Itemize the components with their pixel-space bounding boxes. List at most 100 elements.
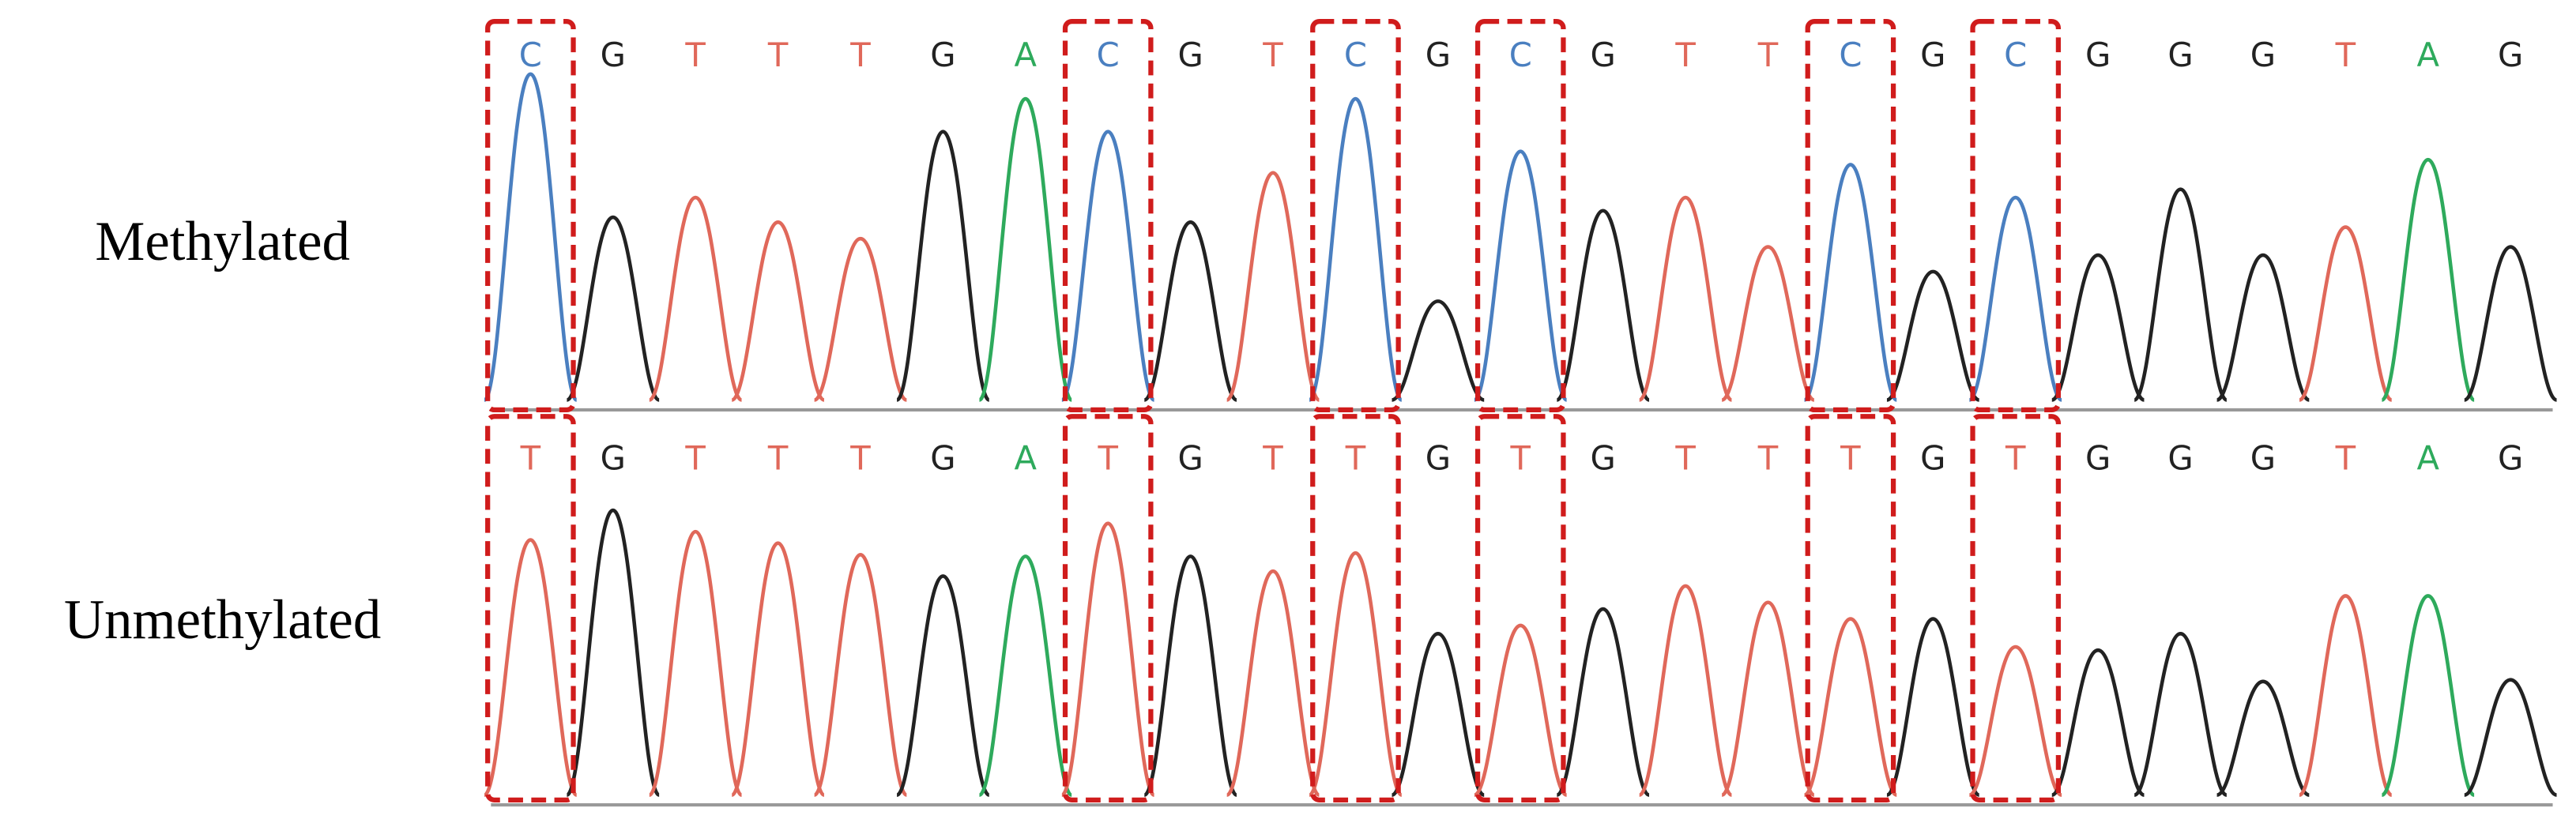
- peak: [1060, 521, 1156, 797]
- highlight-box: [1310, 18, 1401, 413]
- base-letter: G: [930, 439, 955, 478]
- base-letter: G: [2498, 439, 2523, 478]
- peak: [730, 541, 826, 797]
- peak: [1721, 245, 1815, 402]
- peak: [895, 574, 991, 797]
- base-letter: G: [1920, 439, 1945, 478]
- peak: [1143, 554, 1238, 797]
- peak: [978, 554, 1073, 797]
- highlight-box: [1970, 18, 2062, 413]
- peak: [1143, 220, 1238, 402]
- base-letter: T: [2335, 439, 2356, 478]
- peak: [2216, 253, 2310, 402]
- base-letter: C: [1344, 36, 1367, 74]
- peak: [1803, 163, 1898, 402]
- peak: [1391, 632, 1486, 797]
- peak: [1556, 209, 1651, 402]
- highlight-box: [1474, 18, 1566, 413]
- highlight-box: [1805, 414, 1896, 802]
- base-letter: T: [520, 439, 541, 478]
- base-letter: C: [1509, 36, 1532, 74]
- base-letter: T: [1757, 36, 1779, 74]
- base-letter: C: [2004, 36, 2027, 74]
- track-label: Unmethylated: [64, 589, 381, 651]
- peak: [2216, 679, 2310, 797]
- peak: [2298, 225, 2393, 402]
- base-letter: T: [767, 439, 789, 478]
- peak: [1060, 130, 1156, 402]
- base-letter: A: [1015, 36, 1038, 74]
- base-letter: T: [849, 439, 871, 478]
- base-letter: G: [1591, 36, 1616, 74]
- base-letter: T: [1345, 439, 1366, 478]
- base-letter: T: [767, 36, 789, 74]
- base-letter: G: [2167, 439, 2193, 478]
- base-letter: T: [849, 36, 871, 74]
- peak: [1885, 269, 1980, 402]
- peak: [2463, 678, 2558, 797]
- base-letter: A: [1015, 439, 1038, 478]
- peak: [813, 236, 908, 402]
- base-letter: T: [684, 36, 706, 74]
- base-letter: G: [2085, 36, 2111, 74]
- peak: [1226, 171, 1320, 402]
- peak: [1307, 96, 1404, 402]
- base-letter: G: [930, 36, 955, 74]
- base-letter: T: [1757, 439, 1779, 478]
- base-letter: G: [2250, 439, 2276, 478]
- base-letter: T: [2005, 439, 2026, 478]
- highlight-box: [485, 414, 576, 802]
- peak: [1968, 644, 2063, 797]
- base-letter: C: [519, 36, 542, 74]
- highlight-box: [1474, 414, 1566, 802]
- base-letter: G: [1425, 36, 1451, 74]
- peak: [566, 215, 661, 402]
- base-letter: T: [1262, 36, 1283, 74]
- peak: [2463, 245, 2558, 402]
- peak: [1803, 617, 1898, 797]
- highlight-box: [1062, 414, 1154, 802]
- base-letter: T: [1674, 439, 1696, 478]
- base-letter: G: [2498, 36, 2523, 74]
- base-letter: G: [2250, 36, 2276, 74]
- base-letter: G: [1591, 439, 1616, 478]
- peak: [2051, 648, 2145, 797]
- base-letter: T: [2335, 36, 2356, 74]
- peak: [1968, 195, 2063, 402]
- peak: [482, 538, 578, 797]
- track-label: Methylated: [95, 211, 350, 272]
- base-letter: T: [1510, 439, 1531, 478]
- base-letter: G: [1177, 36, 1203, 74]
- peak: [647, 529, 744, 797]
- base-letter: G: [601, 439, 626, 478]
- peak: [977, 96, 1074, 402]
- peak: [1307, 551, 1404, 797]
- base-letter: A: [2416, 36, 2439, 74]
- base-letter: T: [1262, 439, 1283, 478]
- peak: [1638, 195, 1733, 402]
- peak: [2381, 157, 2476, 402]
- highlight-box: [1310, 414, 1401, 802]
- highlight-box: [1805, 18, 1896, 413]
- base-letter: G: [1425, 439, 1451, 478]
- peak: [2133, 632, 2228, 797]
- base-letter: T: [1674, 36, 1696, 74]
- peak: [731, 220, 826, 402]
- peak: [2381, 594, 2476, 797]
- peak: [1720, 600, 1816, 797]
- peak: [1885, 617, 1980, 797]
- peak: [1638, 584, 1733, 797]
- base-letter: G: [1177, 439, 1203, 478]
- base-letter: C: [1839, 36, 1862, 74]
- base-letter: A: [2416, 439, 2439, 478]
- base-letter: C: [1097, 36, 1120, 74]
- highlight-box: [1970, 414, 2062, 802]
- base-letter: G: [601, 36, 626, 74]
- peak: [2051, 253, 2145, 402]
- peak: [1472, 149, 1569, 402]
- base-letter: T: [1840, 439, 1861, 478]
- peak: [565, 508, 661, 797]
- peak: [1473, 623, 1568, 797]
- base-letter: T: [1097, 439, 1118, 478]
- base-letter: G: [1920, 36, 1945, 74]
